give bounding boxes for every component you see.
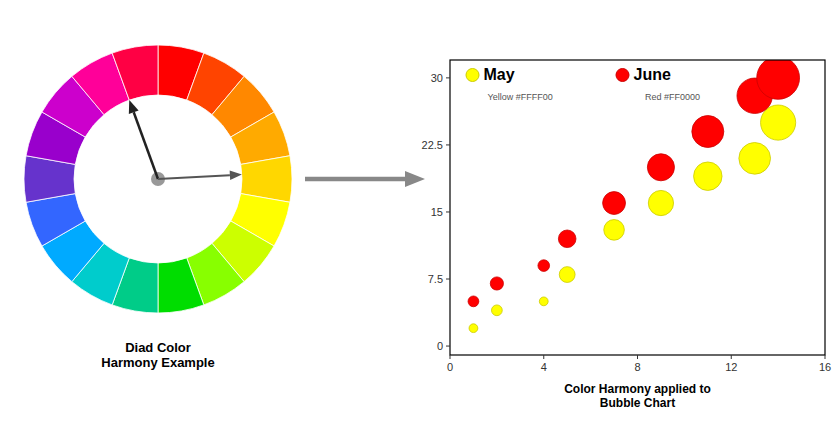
annotation: Yellow #FFFF00 [488,92,553,102]
tick-mark [446,211,450,212]
bubble [648,190,673,215]
legend: May June [466,66,671,83]
tick-mark [446,144,450,145]
tick-mark [825,355,826,359]
tick-label: 0 [437,340,443,352]
panel-title: Color Harmony applied toBubble Chart [564,382,711,410]
connector-arrow [305,171,425,187]
plot-frame [450,60,825,355]
panel-title: Diad ColorHarmony Example [101,340,214,370]
arrow-shaft [134,112,158,179]
bubble-panel: 0 4 8 12 16 0 7.5 15 22.5 30 May June Yellow #FFFF00… [422,56,832,410]
bubble [692,116,724,148]
tick-label: 15 [431,206,443,218]
bubbles [468,60,799,333]
tick-mark [446,346,450,347]
tick-mark [731,355,732,359]
bubble [559,267,575,283]
arrow-head [129,100,139,114]
bubble [558,230,576,248]
bubble [761,105,796,140]
bubble [757,60,800,99]
series [469,105,796,333]
bubble [468,296,479,307]
bubble [491,305,502,316]
arrow-shaft [305,177,405,182]
wheel-segment [231,112,290,164]
legend-marker [466,69,479,82]
tick-label: 4 [541,361,547,373]
arrow-shaft [158,175,230,179]
legend-marker [616,69,629,82]
bubble [694,162,722,190]
legend-label: June [634,66,671,83]
bubble [538,260,550,272]
legend-label: May [484,66,515,83]
tick-label: 30 [431,72,443,84]
series [468,60,799,307]
wheel-segment [26,194,85,246]
tick-mark [446,279,450,280]
arrow-head [405,171,425,187]
wheel-segment [112,45,158,100]
figure: Diad ColorHarmony Example 0 4 8 12 16 0 7.5 15 22… [0,0,840,422]
tick-mark [543,355,544,359]
annotation: Red #FF0000 [645,92,700,102]
bubble [539,297,548,306]
color-wheel-panel: Diad ColorHarmony Example [24,45,292,370]
tick-label: 7.5 [428,273,443,285]
bubble [490,277,503,290]
bubble [603,192,626,215]
wheel-segment [158,258,204,313]
tick-label: 12 [725,361,737,373]
tick-label: 16 [819,361,831,373]
wheel-arrow [129,100,158,179]
tick-mark [637,355,638,359]
tick-label: 8 [634,361,640,373]
wheel-arrow [158,170,242,180]
bubble [604,220,625,241]
tick-label: 0 [447,361,453,373]
bubble [469,324,478,333]
tick-label: 22.5 [422,139,443,151]
tick-mark [446,77,450,78]
tick-mark [450,355,451,359]
bubble [739,142,771,174]
arrow-head [230,170,242,180]
bubble [647,154,674,181]
